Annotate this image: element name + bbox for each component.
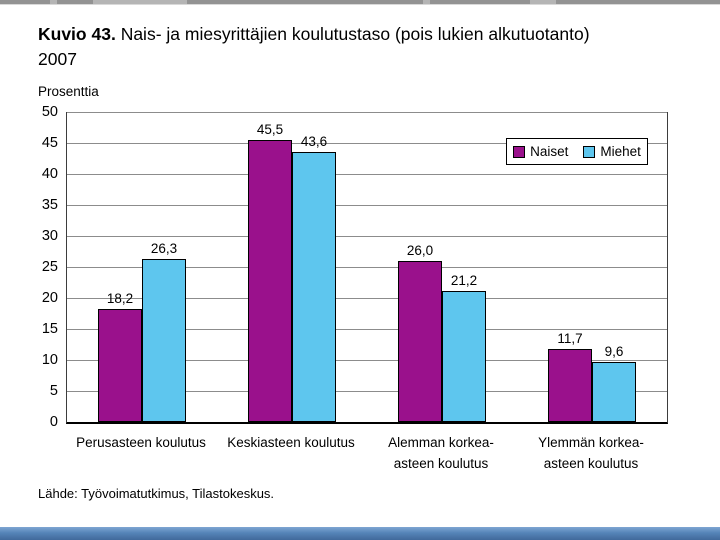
y-tick-label: 25 <box>41 259 58 275</box>
bar-naiset-4 <box>548 349 592 422</box>
bar-miehet-1 <box>142 258 186 422</box>
gridline <box>67 205 667 206</box>
legend-swatch-miehet <box>583 145 596 158</box>
legend-swatch-naiset <box>513 145 526 158</box>
bar-value-label: 11,7 <box>557 331 583 347</box>
bar-value-label: 9,6 <box>604 344 624 360</box>
gridline <box>67 329 667 330</box>
chart-title: Kuvio 43. Nais- ja miesyrittäjien koulut… <box>38 22 678 72</box>
gridline <box>67 236 667 237</box>
bar-value-label: 21,2 <box>450 272 478 288</box>
chart-title-line1: Nais- ja miesyrittäjien koulutustaso (po… <box>120 24 590 44</box>
gridline <box>67 298 667 299</box>
y-tick-label: 45 <box>41 135 58 151</box>
bar-value-label: 26,3 <box>150 240 178 256</box>
y-axis-tick-labels: 0 5 10 15 20 25 30 35 40 45 50 <box>16 104 58 434</box>
x-category-label: Ylemmän korkea- asteen koulutus <box>538 435 644 471</box>
legend-label: Naiset <box>530 144 569 159</box>
x-category-label: Perusasteen koulutus <box>76 435 206 450</box>
y-tick-label: 15 <box>41 321 58 337</box>
y-tick-label: 35 <box>41 197 58 213</box>
y-tick-label: 10 <box>41 352 58 368</box>
bar-value-label: 18,2 <box>106 291 134 307</box>
y-tick-label: 50 <box>41 104 58 120</box>
y-tick-label: 30 <box>41 228 58 244</box>
bar-naiset-3 <box>398 260 442 422</box>
legend-item-naiset: Naiset <box>513 144 568 159</box>
legend-item-miehet: Miehet <box>583 144 641 159</box>
y-tick-label: 40 <box>41 166 58 182</box>
bar-miehet-3 <box>442 290 486 422</box>
bottom-accent-bar <box>0 527 720 540</box>
gridline <box>67 391 667 392</box>
bar-naiset-1 <box>98 309 142 422</box>
chart-title-line2: 2007 <box>38 48 77 69</box>
legend-label: Miehet <box>600 144 641 159</box>
gridline <box>67 112 667 113</box>
gridline <box>67 143 667 144</box>
x-category-label: Keskiasteen koulutus <box>227 435 355 450</box>
chart-title-prefix: Kuvio 43. <box>38 24 116 44</box>
gridline <box>67 267 667 268</box>
gridline <box>67 360 667 361</box>
plot-area: Naiset Miehet 18,2 45,5 26,0 11,7 26,3 43,6 21,… <box>66 112 668 424</box>
bar-miehet-2 <box>292 151 336 422</box>
bar-value-label: 45,5 <box>256 121 284 137</box>
bar-miehet-4 <box>592 362 636 422</box>
toolbar-bottom-edge <box>0 0 720 5</box>
y-tick-label: 0 <box>49 414 58 430</box>
y-tick-label: 5 <box>49 383 58 399</box>
x-axis-category-labels: Perusasteen koulutus Keskiasteen koulutus… <box>66 433 666 477</box>
bar-value-label: 26,0 <box>406 242 434 258</box>
y-axis-unit-label: Prosenttia <box>38 84 99 99</box>
bar-naiset-2 <box>248 139 292 422</box>
bar-value-label: 43,6 <box>300 133 328 149</box>
gridline <box>67 174 667 175</box>
x-category-label: Alemman korkea- asteen koulutus <box>388 435 494 471</box>
source-note: Lähde: Työvoimatutkimus, Tilastokeskus. <box>38 486 275 501</box>
legend: Naiset Miehet <box>506 138 648 165</box>
y-tick-label: 20 <box>41 290 58 306</box>
